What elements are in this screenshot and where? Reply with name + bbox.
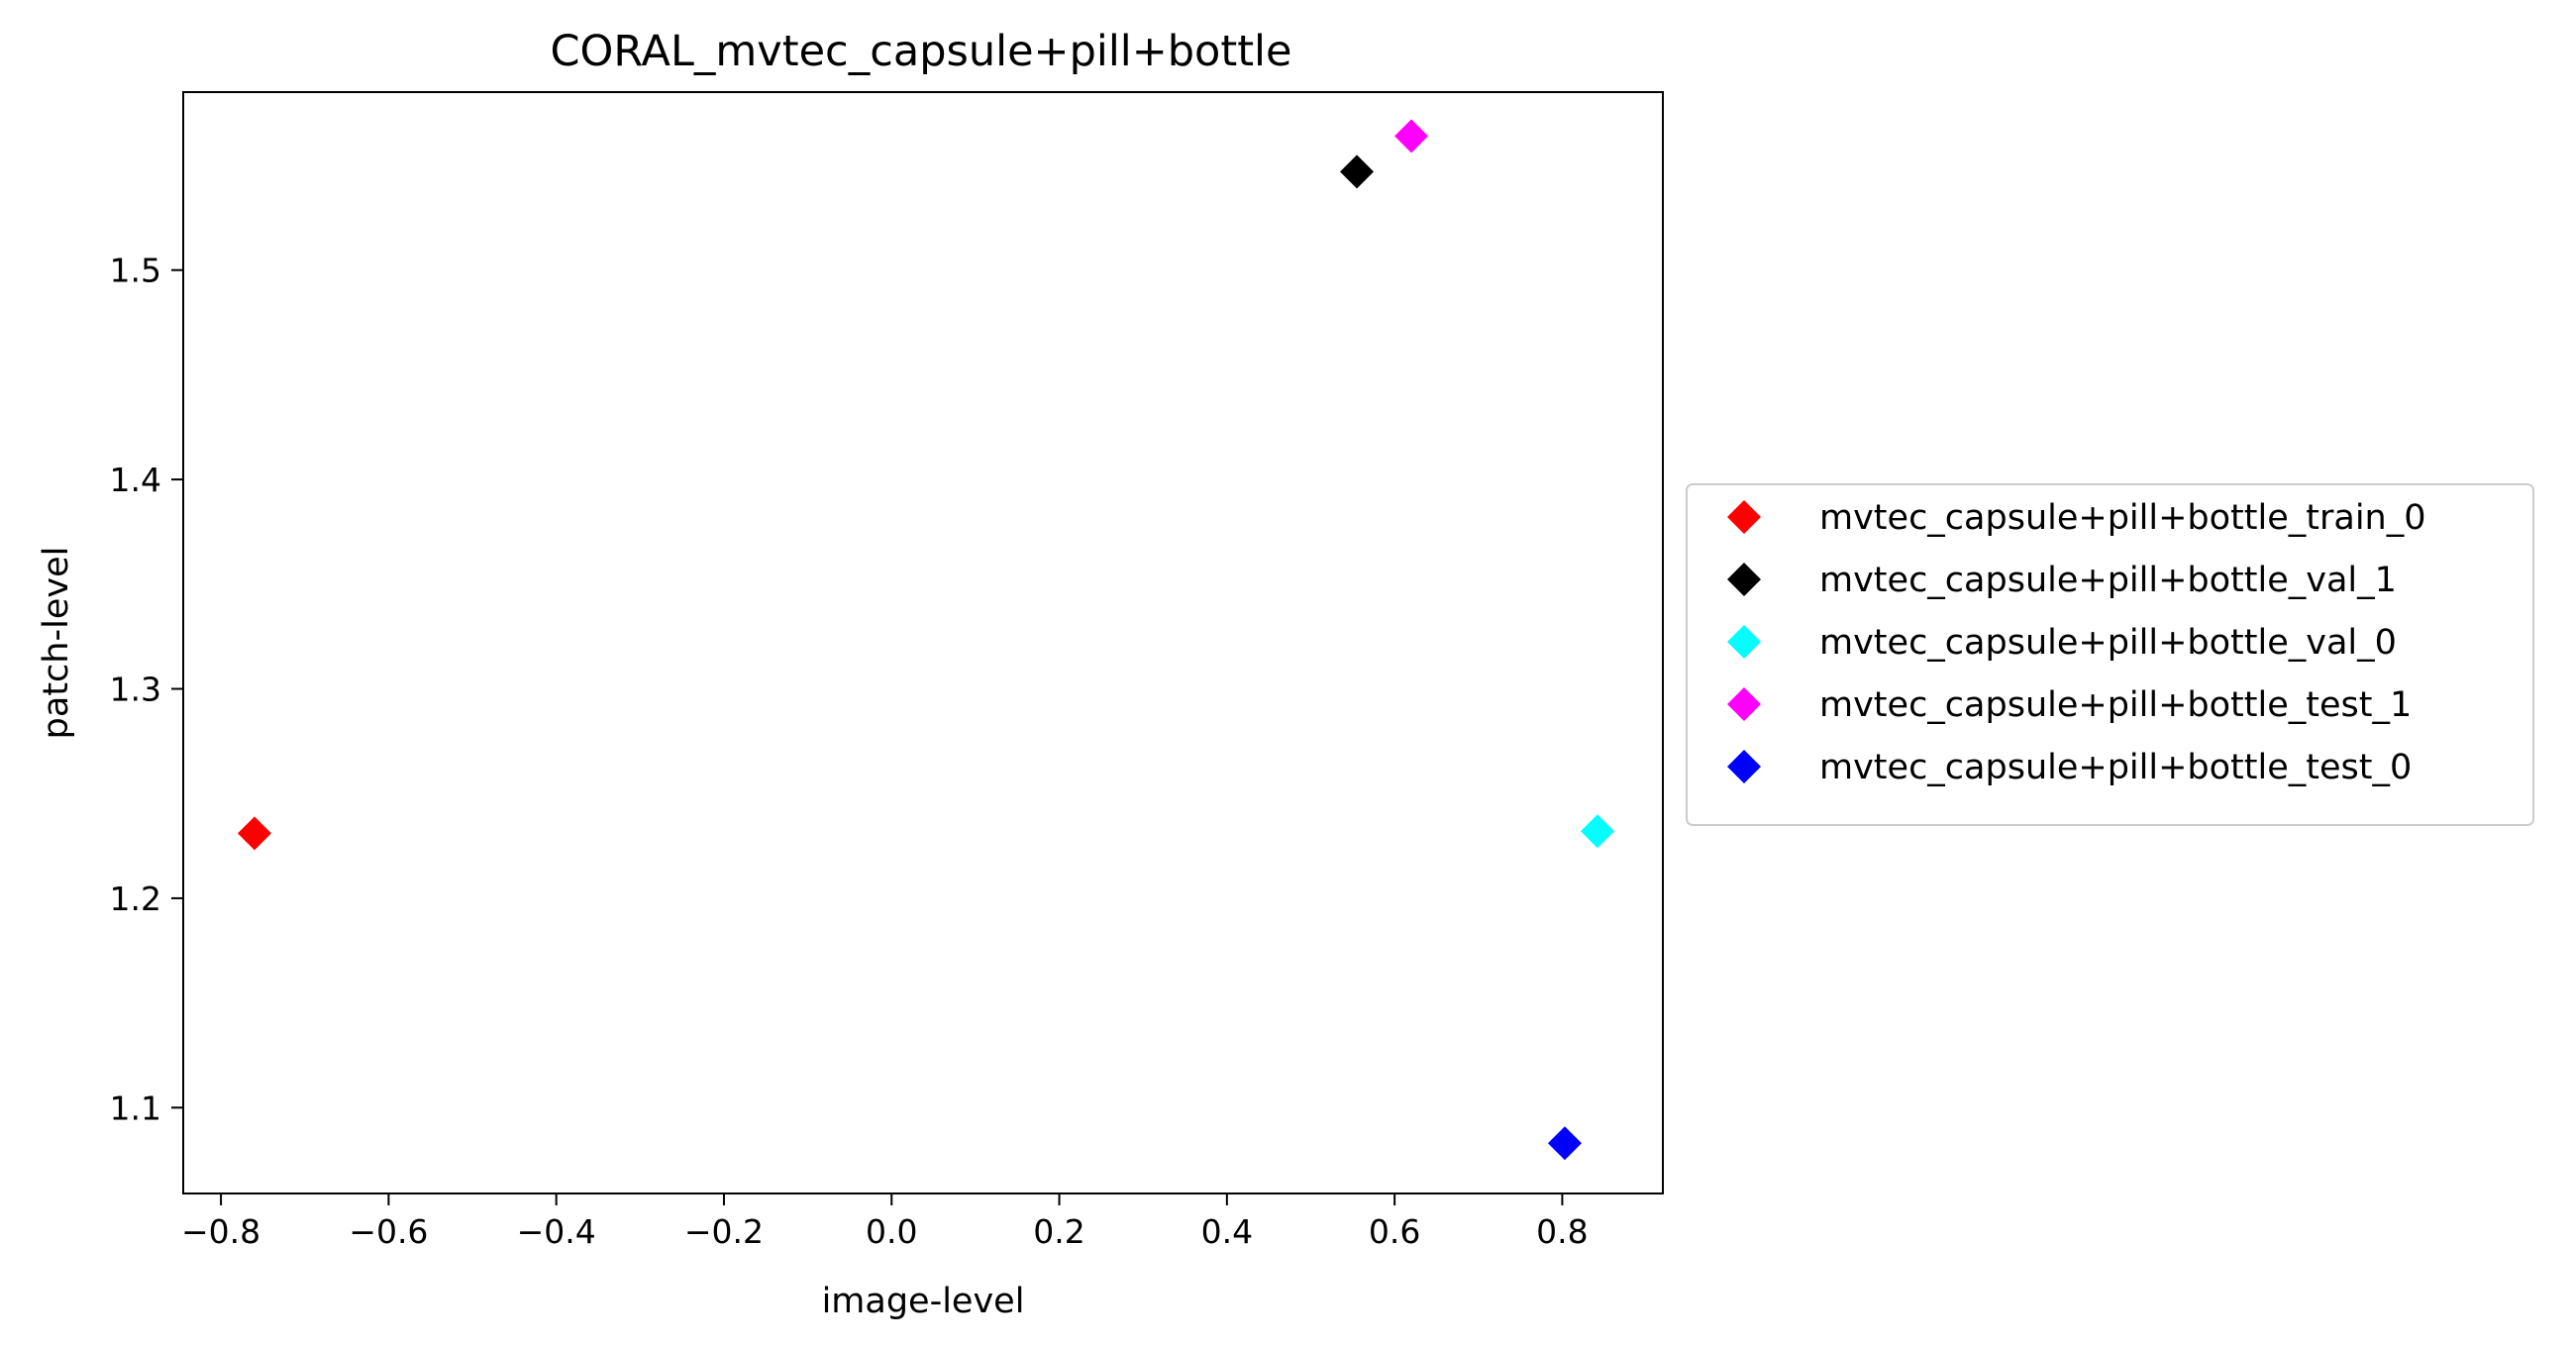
legend: mvtec_capsule+pill+bottle_train_0 mvtec_c… <box>1686 483 2534 826</box>
legend-marker <box>1727 563 1761 596</box>
x-tick-label: −0.4 <box>517 1212 596 1251</box>
plot-area <box>182 91 1664 1194</box>
data-point <box>237 816 271 851</box>
legend-label: mvtec_capsule+pill+bottle_val_0 <box>1819 623 2397 663</box>
y-axis-label: patch-level <box>37 547 76 740</box>
x-tick-label: −0.6 <box>349 1212 428 1251</box>
legend-marker <box>1727 500 1761 534</box>
x-tick-label: −0.8 <box>181 1212 260 1251</box>
legend-label: mvtec_capsule+pill+bottle_test_1 <box>1819 685 2412 725</box>
x-tick-label: −0.2 <box>684 1212 764 1251</box>
x-tick-label: 0.4 <box>1201 1212 1253 1251</box>
legend-label: mvtec_capsule+pill+bottle_test_0 <box>1819 748 2412 787</box>
x-axis-label: image-level <box>822 1282 1025 1321</box>
x-axis: −0.8 −0.6 −0.4 −0.2 0.0 0.2 0.4 0.6 0.8 <box>181 1193 1589 1251</box>
y-tick-label: 1.2 <box>110 880 161 918</box>
data-point <box>1547 1126 1582 1161</box>
chart-title: CORAL_mvtec_capsule+pill+bottle <box>551 27 1292 76</box>
x-tick-label: 0.8 <box>1536 1212 1588 1251</box>
data-point <box>1394 119 1429 154</box>
x-tick-label: 0.0 <box>866 1212 917 1251</box>
data-point <box>1340 155 1375 189</box>
legend-marker <box>1727 625 1761 659</box>
legend-marker <box>1727 750 1761 783</box>
y-axis: 1.1 1.2 1.3 1.4 1.5 <box>110 252 183 1127</box>
data-point <box>1580 814 1614 849</box>
legend-label: mvtec_capsule+pill+bottle_val_1 <box>1819 561 2397 600</box>
y-tick-label: 1.3 <box>110 671 161 709</box>
legend-marker <box>1727 687 1761 721</box>
legend-label: mvtec_capsule+pill+bottle_train_0 <box>1819 498 2426 538</box>
legend-frame <box>1686 483 2534 826</box>
x-tick-label: 0.6 <box>1369 1212 1420 1251</box>
y-tick-label: 1.4 <box>110 461 161 499</box>
y-tick-label: 1.1 <box>110 1089 161 1127</box>
y-tick-label: 1.5 <box>110 252 161 290</box>
data-points <box>237 119 1614 1161</box>
plot-frame <box>182 91 1664 1194</box>
x-tick-label: 0.2 <box>1033 1212 1084 1251</box>
